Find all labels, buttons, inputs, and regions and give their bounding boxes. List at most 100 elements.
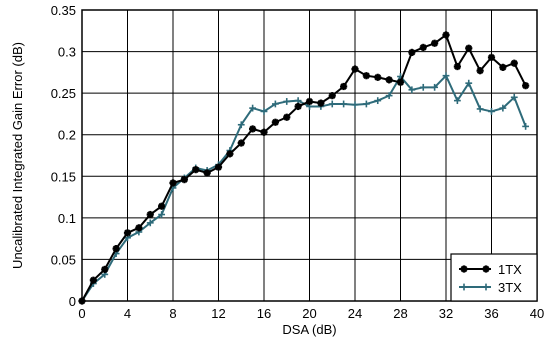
legend-item: 1TX <box>459 262 522 277</box>
y-tick-label: 0.1 <box>58 211 76 226</box>
x-tick-label: 12 <box>211 306 225 321</box>
y-tick-label: 0.35 <box>51 3 76 18</box>
y-tick-label: 0.2 <box>58 128 76 143</box>
data-point <box>396 78 405 86</box>
data-point <box>237 139 245 147</box>
legend-marker <box>460 265 468 273</box>
data-point <box>203 169 211 177</box>
data-point <box>112 245 120 253</box>
data-point <box>487 53 496 61</box>
data-point <box>419 83 427 91</box>
x-tick-label: 20 <box>302 306 316 321</box>
data-point <box>351 101 359 109</box>
legend-label: 3TX <box>498 280 522 295</box>
x-tick-label: 0 <box>78 306 85 321</box>
data-point <box>442 72 450 80</box>
data-point <box>453 62 461 71</box>
data-point <box>271 118 279 126</box>
data-point <box>476 67 484 75</box>
data-point <box>408 86 416 94</box>
data-point <box>237 121 245 129</box>
x-tick-label: 8 <box>169 306 176 321</box>
legend-box <box>450 253 538 302</box>
y-tick-label: 0.15 <box>51 169 76 184</box>
data-point <box>226 150 234 158</box>
legend-marker <box>482 283 490 291</box>
data-point <box>362 100 370 108</box>
data-point <box>158 211 166 218</box>
x-tick-label: 32 <box>439 306 453 321</box>
data-point <box>317 99 325 107</box>
y-tick-label: 0.3 <box>58 45 76 60</box>
legend-label: 1TX <box>498 262 522 277</box>
data-point <box>465 79 473 87</box>
x-tick-label: 40 <box>530 306 544 321</box>
data-point <box>192 166 200 174</box>
data-point <box>146 219 154 227</box>
data-point <box>340 82 348 91</box>
y-axis-label: Uncalibrated Integrated Gain Error (dB) <box>10 42 25 269</box>
data-point <box>283 98 291 105</box>
x-tick-label: 36 <box>484 306 498 321</box>
data-point <box>89 276 97 284</box>
data-point <box>522 123 530 130</box>
data-point <box>328 100 336 108</box>
data-point <box>362 72 370 80</box>
data-point <box>294 102 302 111</box>
data-point <box>260 128 268 136</box>
series-layer <box>78 31 530 305</box>
data-point <box>374 97 382 105</box>
y-axis: 0 0.05 0.1 0.15 0.2 0.25 0.3 0.35 <box>51 3 76 309</box>
data-point <box>146 210 154 219</box>
data-point <box>351 65 359 73</box>
x-axis: 0 4 8 12 16 20 24 28 32 36 40 <box>78 306 544 321</box>
y-tick-label: 0.05 <box>51 252 76 267</box>
data-point <box>260 108 268 115</box>
plot-frame <box>81 9 538 302</box>
data-point <box>522 82 530 90</box>
data-point <box>510 59 518 67</box>
legend-marker <box>460 283 468 291</box>
x-axis-label: DSA (dB) <box>282 322 336 337</box>
legend-item: 3TX <box>459 280 522 295</box>
data-point <box>488 108 495 115</box>
data-point <box>101 265 109 274</box>
data-point <box>271 100 279 108</box>
y-tick-label: 0.25 <box>51 86 76 101</box>
x-tick-label: 4 <box>124 306 131 321</box>
data-point <box>431 39 439 47</box>
series-1tx <box>78 31 530 305</box>
data-point <box>510 93 518 101</box>
data-point <box>453 97 461 105</box>
data-point <box>374 73 382 81</box>
data-point <box>249 125 257 133</box>
data-point <box>419 43 427 52</box>
data-point <box>283 113 291 121</box>
data-point <box>499 63 507 71</box>
data-point <box>123 229 132 237</box>
series-line-1tx <box>81 33 527 302</box>
data-point <box>328 92 336 100</box>
legend-marker <box>482 265 490 273</box>
x-tick-label: 28 <box>393 306 407 321</box>
data-point <box>78 297 86 305</box>
data-point <box>158 202 166 210</box>
x-tick-label: 24 <box>348 306 362 321</box>
data-point <box>249 104 257 112</box>
data-point <box>169 179 177 187</box>
data-point <box>305 97 314 106</box>
data-point <box>340 100 348 108</box>
data-point <box>214 163 223 171</box>
data-point <box>180 176 188 184</box>
data-point <box>499 104 507 112</box>
data-point <box>476 105 484 113</box>
x-tick-label: 16 <box>257 306 271 321</box>
data-point <box>465 44 473 52</box>
y-tick-label: 0 <box>69 294 76 309</box>
data-point <box>135 224 143 232</box>
data-point <box>408 48 416 57</box>
data-point <box>385 76 393 84</box>
data-point <box>431 83 439 91</box>
